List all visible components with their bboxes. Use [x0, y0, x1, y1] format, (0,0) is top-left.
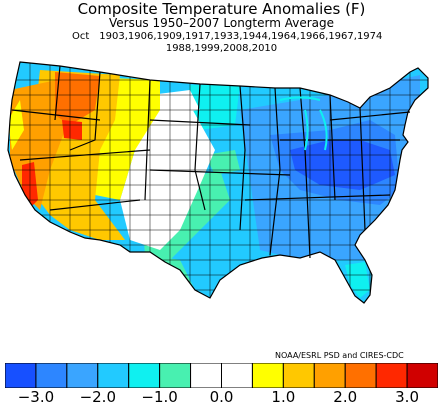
- map-subtitle: Versus 1950–2007 Longterm Average: [108, 16, 335, 30]
- division-lines: [8, 62, 428, 300]
- colorbar-swatch: [251, 362, 284, 389]
- colorbar-tick-label: 1.0: [271, 388, 296, 406]
- us-anomaly-map: [0, 52, 443, 352]
- composite-years-line-1: Oct 1903,1906,1909,1917,1933,1944,1964,19…: [72, 31, 382, 42]
- state-borders: [7, 61, 429, 304]
- anomaly-region: [120, 105, 215, 250]
- colorbar-tick-label: −3.0: [17, 388, 55, 406]
- anomaly-region: [62, 120, 82, 140]
- anomaly-region: [290, 140, 395, 190]
- colorbar-swatch: [344, 362, 377, 389]
- us-map-svg: [7, 61, 429, 304]
- colorbar-tick-label: 2.0: [333, 388, 358, 406]
- anomaly-region: [150, 90, 200, 115]
- colorbar-swatch: [66, 362, 99, 389]
- colorbar-swatch: [97, 362, 130, 389]
- colorbar-swatch: [35, 362, 68, 389]
- anomaly-region: [345, 262, 370, 298]
- anomaly-region: [205, 150, 240, 175]
- colorbar-swatch: [190, 362, 222, 389]
- map-title: Composite Temperature Anomalies (F): [77, 0, 366, 18]
- colorbar-swatch: [375, 362, 408, 389]
- colorbar-tick-label: −2.0: [79, 388, 116, 406]
- credit-text: NOAA/ESRL PSD and CIRES-CDC: [275, 351, 404, 360]
- colorbar-tick-label: 0.0: [209, 388, 234, 406]
- years-list-1: 1903,1906,1909,1917,1933,1944,1964,1966,…: [99, 31, 383, 42]
- anomaly-region: [95, 78, 160, 200]
- colorbar-swatch: [313, 362, 346, 389]
- colorbar-tick-label: 3.0: [395, 388, 419, 406]
- anomaly-region: [55, 72, 100, 125]
- colorbar-tick-label: −1.0: [141, 388, 178, 406]
- colorbar: [4, 362, 439, 389]
- colorbar-swatch: [4, 362, 37, 389]
- colorbar-swatch: [159, 362, 192, 389]
- great-lakes: [279, 96, 328, 151]
- colorbar-svg: [4, 362, 439, 389]
- anomaly-fill: [8, 62, 428, 303]
- colorbar-swatch: [282, 362, 315, 389]
- colorbar-swatch: [128, 362, 161, 389]
- colorbar-swatch: [221, 362, 253, 389]
- colorbar-swatch: [406, 362, 439, 389]
- composite-years-line-2: 1988,1999,2008,2010: [165, 43, 278, 54]
- month-label: Oct: [72, 31, 90, 42]
